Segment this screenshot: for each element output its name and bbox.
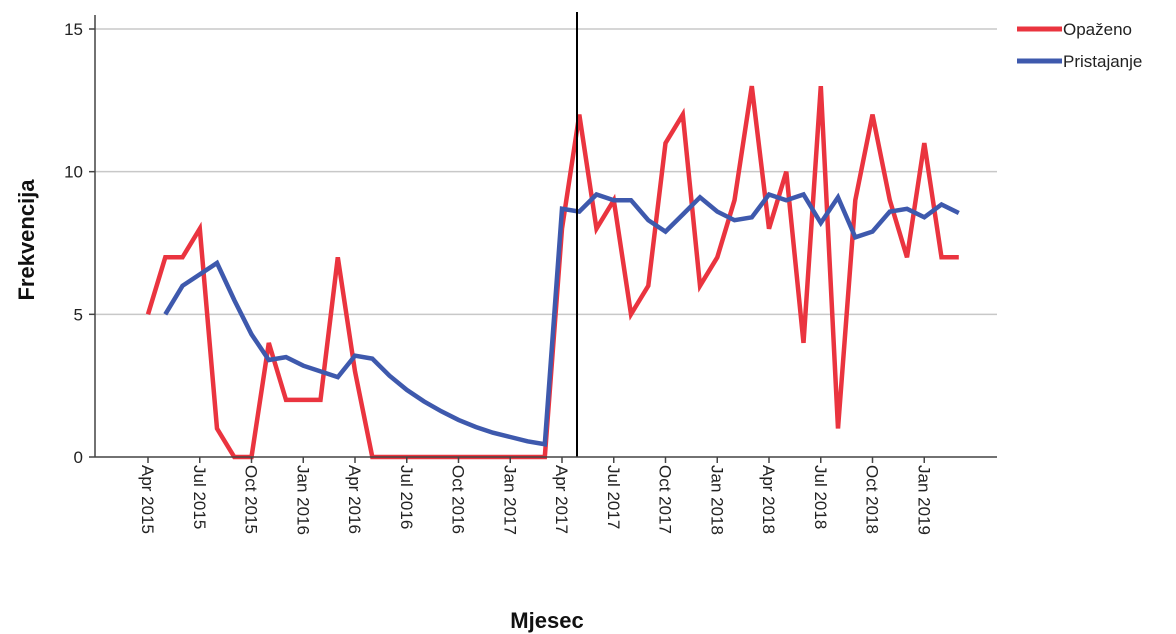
x-tick-label: Jan 2016 (293, 465, 312, 535)
x-tick-label: Jul 2016 (397, 465, 416, 529)
x-tick-label: Oct 2017 (656, 465, 675, 534)
series-line-1 (163, 191, 960, 447)
x-tick-label: Oct 2015 (242, 465, 261, 534)
x-tick-label: Jul 2017 (604, 465, 623, 529)
x-tick-label: Apr 2016 (345, 465, 364, 534)
x-tick-label: Apr 2017 (552, 465, 571, 534)
x-tick-label: Apr 2015 (138, 465, 157, 534)
y-tick-label: 10 (64, 163, 83, 182)
legend-label: Pristajanje (1063, 52, 1142, 71)
x-tick-label: Apr 2018 (759, 465, 778, 534)
x-tick-label: Jan 2018 (707, 465, 726, 535)
tick-labels: 0 5 10 15 Apr 2015 Jul 2015 Oct 2015 Jan 2016 Ap… (64, 20, 933, 535)
x-tick-label: Jul 2018 (811, 465, 830, 529)
y-axis-title: Frekvencija (14, 179, 39, 301)
y-tick-label: 15 (64, 20, 83, 39)
x-tick-label: Jan 2019 (914, 465, 933, 535)
y-tick-label: 5 (74, 305, 83, 324)
series-line-0 (145, 85, 959, 460)
legend: Opaženo Pristajanje (1017, 20, 1142, 71)
x-tick-label: Oct 2018 (863, 465, 882, 534)
series-lines (145, 12, 960, 460)
x-axis-title: Mjesec (510, 608, 583, 633)
axes (89, 15, 997, 463)
x-tick-label: Jul 2015 (190, 465, 209, 529)
y-tick-label: 0 (74, 448, 83, 467)
x-tick-label: Jan 2017 (500, 465, 519, 535)
x-tick-label: Oct 2016 (449, 465, 468, 534)
legend-label: Opaženo (1063, 20, 1132, 39)
